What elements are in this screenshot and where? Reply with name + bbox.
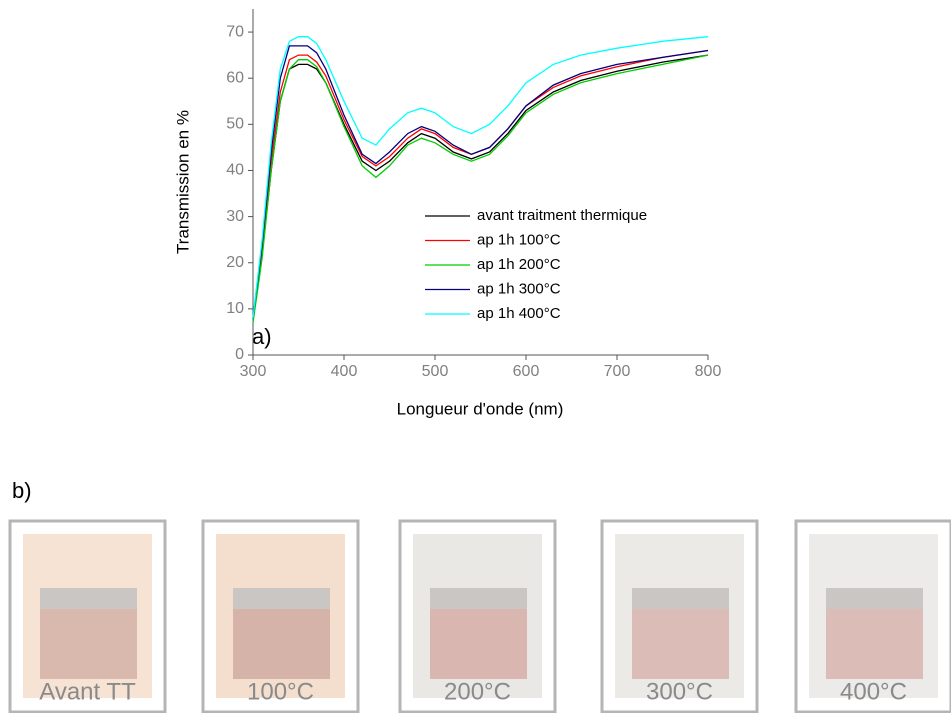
y-tick-label: 60 — [226, 69, 244, 86]
x-axis-title: Longueur d'onde (nm) — [397, 399, 564, 418]
legend-label: ap 1h 300°C — [477, 280, 561, 297]
y-tick-label: 70 — [226, 23, 244, 40]
series-line — [252, 45, 709, 319]
y-tick-label: 0 — [235, 346, 244, 363]
y-tick-label: 10 — [226, 300, 244, 317]
y-tick-label: 20 — [226, 254, 244, 271]
x-tick-label: 400 — [331, 363, 358, 380]
photo-grey-band — [632, 588, 729, 610]
panel-a-label: a) — [252, 324, 272, 349]
photo-film — [40, 609, 137, 679]
panel-b-label: b) — [12, 478, 32, 503]
photo-film — [233, 609, 330, 679]
y-tick-label: 40 — [226, 162, 244, 179]
x-tick-label: 600 — [513, 363, 540, 380]
x-tick-label: 800 — [695, 363, 722, 380]
y-tick-label: 30 — [226, 208, 244, 225]
photo-label: 200°C — [444, 678, 511, 705]
series-line — [252, 36, 709, 319]
legend-label: avant traitment thermique — [477, 207, 647, 224]
series-line — [252, 54, 709, 319]
x-tick-label: 500 — [422, 363, 449, 380]
series-line — [252, 49, 709, 319]
photo-film — [430, 609, 527, 679]
x-tick-label: 300 — [240, 363, 267, 380]
photo-label: 400°C — [840, 678, 907, 705]
legend-label: ap 1h 200°C — [477, 256, 561, 273]
x-tick-label: 700 — [604, 363, 631, 380]
photo-grey-band — [233, 588, 330, 610]
photo-film — [632, 609, 729, 679]
photo-grey-band — [430, 588, 527, 610]
y-tick-label: 50 — [226, 116, 244, 133]
photo-label: 300°C — [646, 678, 713, 705]
photo-label: 100°C — [247, 678, 314, 705]
series-line — [252, 54, 709, 323]
photo-film — [826, 609, 923, 679]
photo-label: Avant TT — [39, 678, 136, 705]
photo-grey-band — [40, 588, 137, 610]
legend-label: ap 1h 100°C — [477, 231, 561, 248]
y-axis-title: Transmission en % — [173, 110, 192, 254]
photo-grey-band — [826, 588, 923, 610]
legend-label: ap 1h 400°C — [477, 305, 561, 322]
